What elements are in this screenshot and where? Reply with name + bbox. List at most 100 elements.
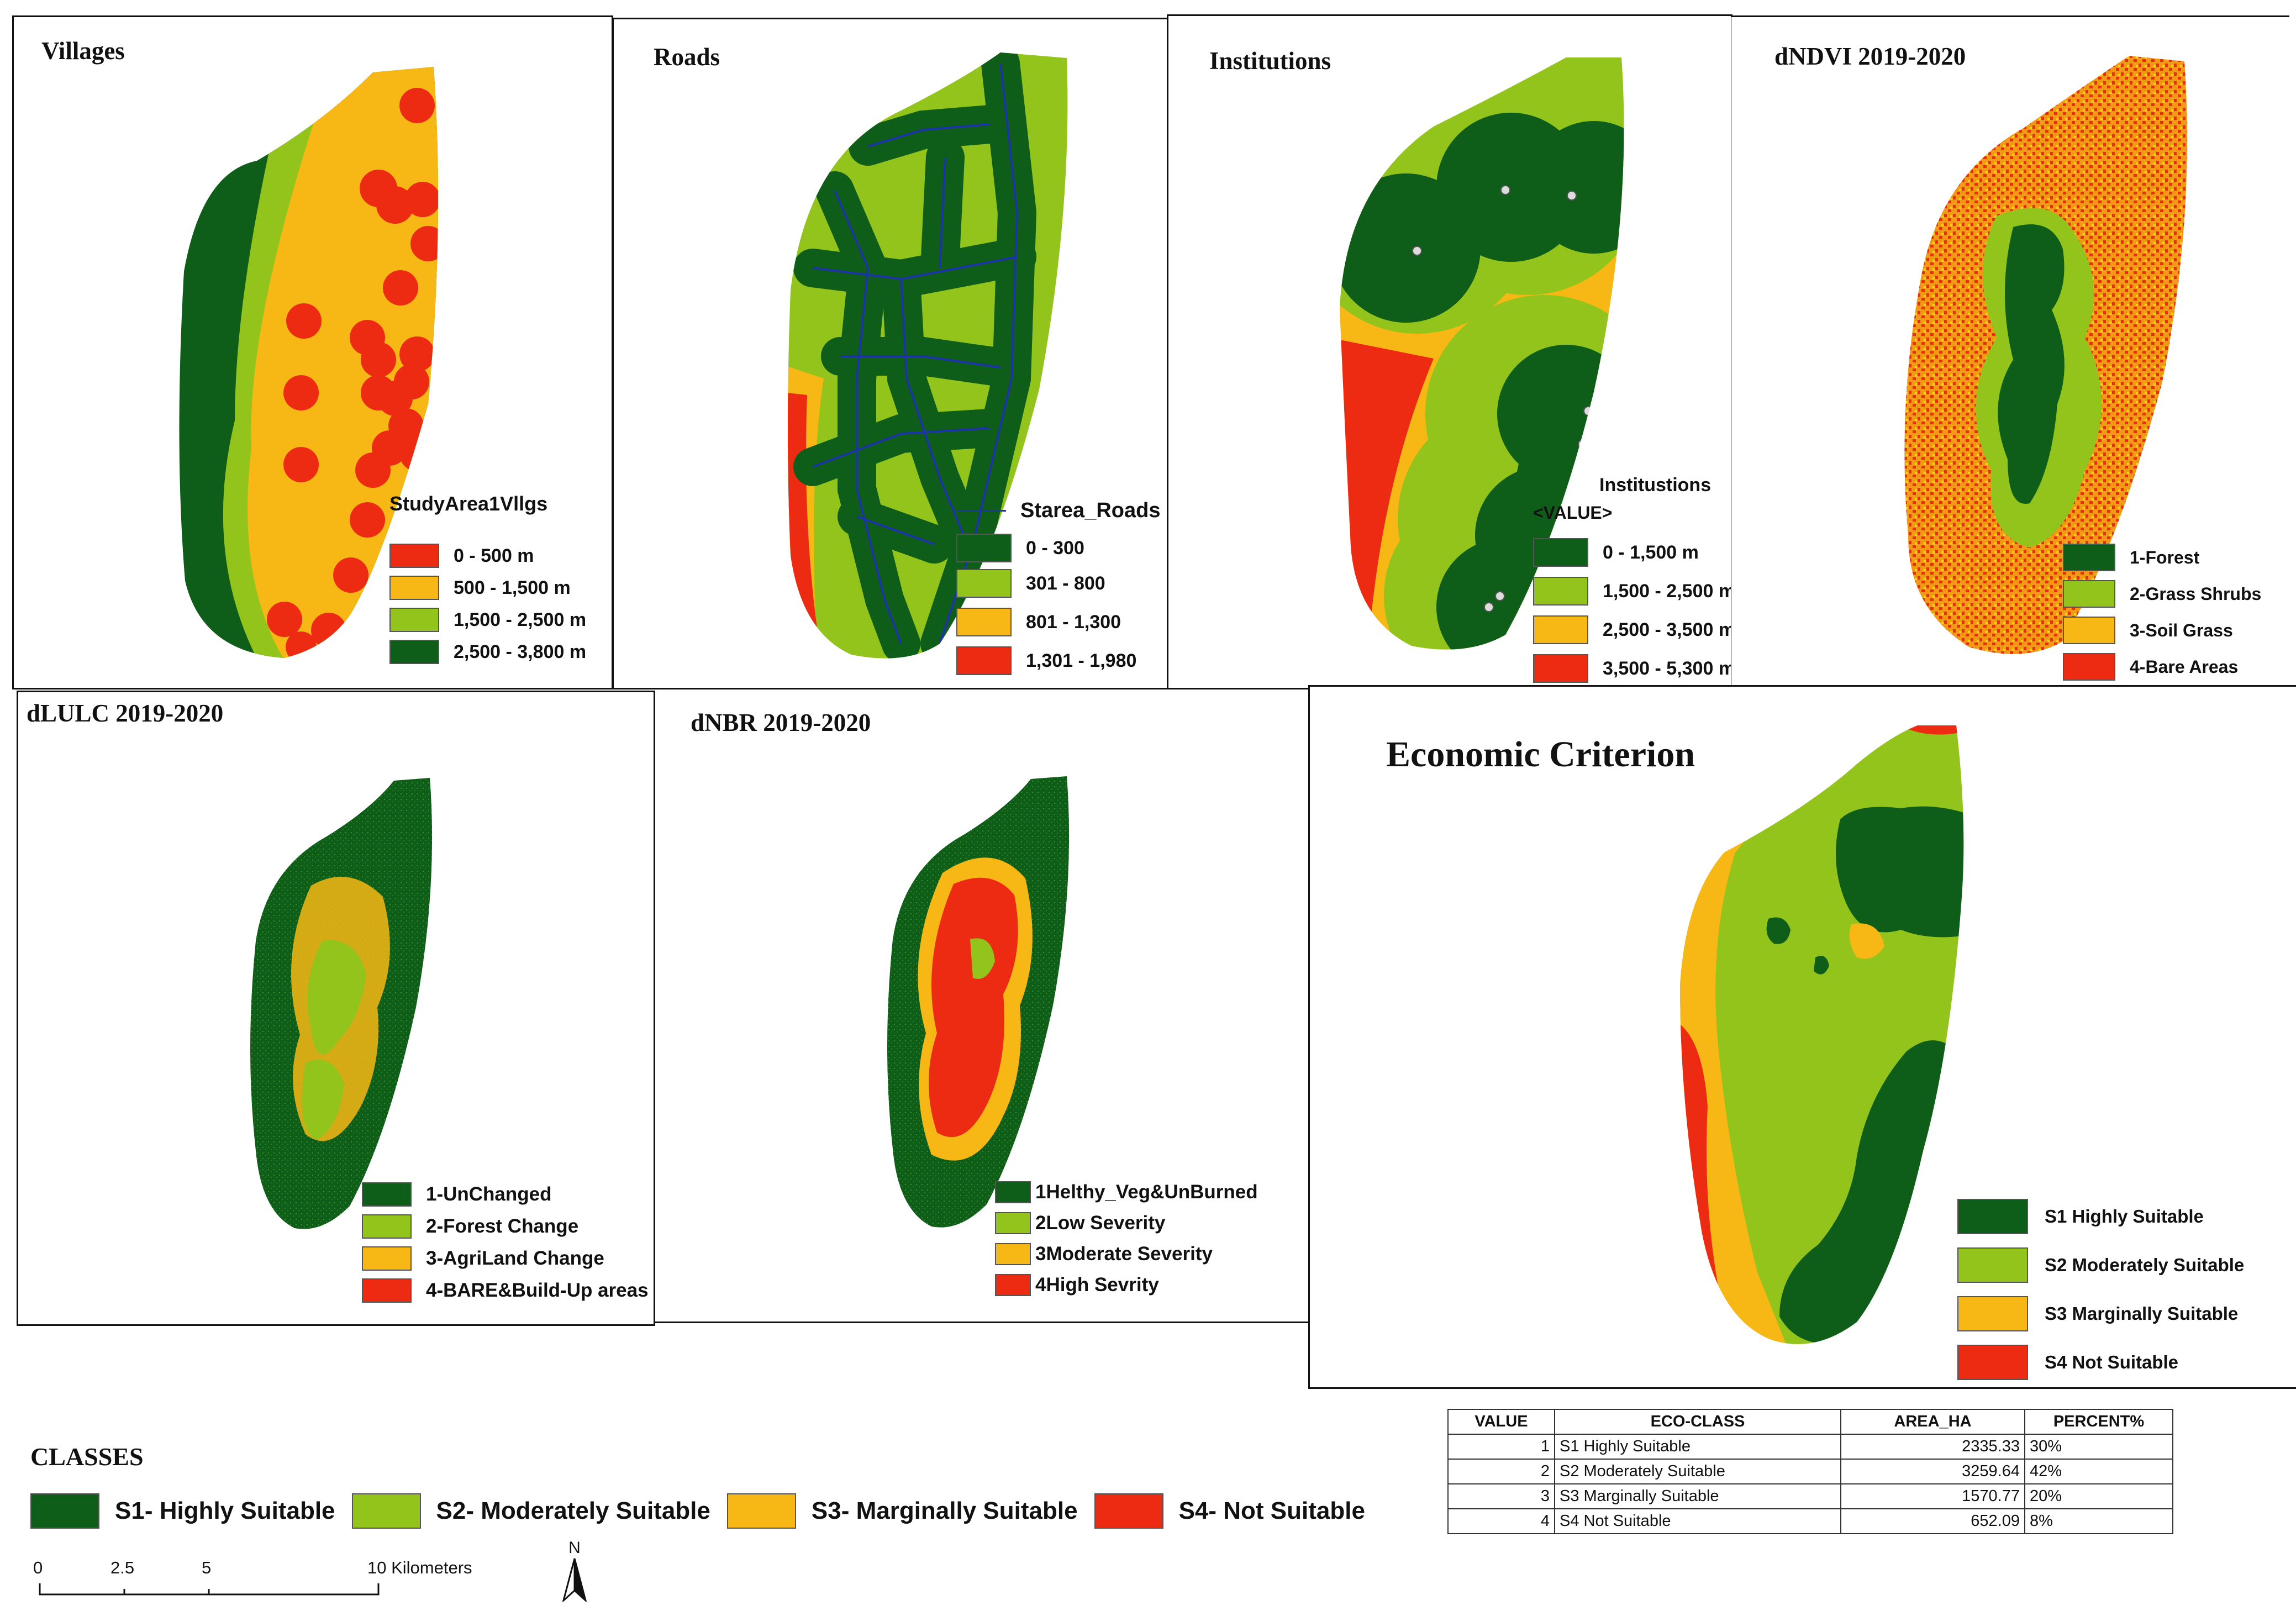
- institutions-title: Institutions: [1209, 47, 1331, 75]
- dndvi-title: dNDVI 2019-2020: [1774, 43, 1966, 70]
- legend-swatch-lightgreen: [2063, 580, 2115, 608]
- legend-label: 1,500 - 2,500 m: [454, 609, 587, 630]
- north-arrow-icon: [562, 1558, 587, 1603]
- legend-swatch-red: [2063, 653, 2115, 681]
- legend-item: S2 Moderately Suitable: [1957, 1241, 2244, 1289]
- legend-label: S3 Marginally Suitable: [2045, 1303, 2239, 1324]
- legend-swatch-yellow: [956, 608, 1012, 636]
- table-cell: 2335.33: [1840, 1434, 2025, 1460]
- legend-label: 2-Forest Change: [426, 1215, 579, 1237]
- economic-panel: Economic Criterion S1 Highly Suitable S2…: [1308, 685, 2296, 1389]
- table-cell: S3 Marginally Suitable: [1554, 1483, 1841, 1509]
- roads-legend-title: Starea_Roads: [1020, 498, 1161, 522]
- legend-swatch-darkgreen: [1533, 538, 1588, 567]
- legend-swatch-red: [956, 646, 1012, 675]
- roads-panel: Roads: [612, 18, 1170, 689]
- table-cell: 30%: [2024, 1434, 2173, 1460]
- north-arrow: N: [558, 1539, 591, 1605]
- table-cell: S1 Highly Suitable: [1554, 1434, 1841, 1460]
- legend-label: 1-Forest: [2130, 547, 2200, 567]
- scale-bar-line: [39, 1583, 380, 1596]
- north-label: N: [568, 1539, 581, 1557]
- legend-swatch-lightgreen: [1957, 1247, 2028, 1283]
- table-row: 2 S2 Moderately Suitable 3259.64 42%: [1447, 1459, 2173, 1484]
- legend-swatch-red: [1957, 1345, 2028, 1380]
- legend-item: 1-UnChanged: [362, 1178, 649, 1210]
- table-cell: S2 Moderately Suitable: [1554, 1459, 1841, 1484]
- institutions-panel: Institutions Institustions <VALUE> 0 - 1…: [1167, 14, 1735, 689]
- legend-swatch-red: [995, 1274, 1031, 1296]
- legend-swatch-lightgreen: [956, 569, 1012, 598]
- legend-item: 0 - 500 m: [389, 540, 586, 572]
- dndvi-panel: dNDVI 2019-2020 1-Forest 2-Grass Shrubs …: [1731, 15, 2289, 689]
- legend-label: 0 - 500 m: [454, 545, 534, 566]
- class-item: S2- Moderately Suitable: [351, 1493, 710, 1529]
- legend-label: S2 Moderately Suitable: [2045, 1255, 2245, 1275]
- legend-item: 500 - 1,500 m: [389, 572, 586, 604]
- economic-s3-zone: [1680, 725, 1835, 1344]
- class-item: S4- Not Suitable: [1094, 1493, 1365, 1529]
- table-header: VALUE: [1447, 1409, 1555, 1435]
- classes-row: S1- Highly Suitable S2- Moderately Suita…: [30, 1493, 1382, 1529]
- legend-label: S4 Not Suitable: [2045, 1352, 2179, 1372]
- class-swatch-darkgreen: [30, 1493, 99, 1529]
- classes-legend: CLASSES S1- Highly Suitable S2- Moderate…: [30, 1442, 1382, 1529]
- class-swatch-yellow: [726, 1493, 796, 1529]
- legend-swatch-red: [1533, 654, 1588, 683]
- economic-s4-north-tip: [1890, 725, 1964, 735]
- legend-label: 2,500 - 3,800 m: [454, 641, 587, 662]
- legend-label: 301 - 800: [1026, 572, 1105, 594]
- legend-swatch-darkgreen: [389, 640, 439, 664]
- table-cell: 652.09: [1840, 1508, 2025, 1534]
- table-cell: 2: [1447, 1459, 1555, 1484]
- dnbr-title: dNBR 2019-2020: [691, 709, 871, 736]
- road-line-symbol: [956, 509, 1006, 512]
- legend-swatch-yellow: [362, 1246, 412, 1271]
- dlulc-panel: dLULC 2019-2020 1-UnChanged 2-Forest Cha…: [17, 691, 655, 1326]
- legend-label: 0 - 300: [1026, 537, 1084, 559]
- table-cell: 8%: [2024, 1508, 2173, 1534]
- legend-label: S1 Highly Suitable: [2045, 1206, 2204, 1226]
- table-cell: 20%: [2024, 1483, 2173, 1509]
- class-item: S3- Marginally Suitable: [726, 1493, 1078, 1529]
- villages-legend-title: StudyArea1Vllgs: [389, 492, 548, 515]
- table-row: 4 S4 Not Suitable 652.09 8%: [1447, 1508, 2173, 1534]
- legend-swatch-yellow: [995, 1243, 1031, 1265]
- dndvi-forest-zone: [1998, 224, 2065, 504]
- table-header: PERCENT%: [2024, 1409, 2173, 1435]
- table-cell: 1570.77: [1840, 1483, 2025, 1509]
- institutions-legend-title: Institustions: [1599, 475, 1712, 496]
- legend-item: 2Low Severity: [995, 1208, 1258, 1239]
- scale-tick-label: 5: [202, 1558, 212, 1577]
- dnbr-legend: 1Helthy_Veg&UnBurned 2Low Severity 3Mode…: [995, 1177, 1258, 1301]
- legend-label: 1-UnChanged: [426, 1183, 552, 1205]
- class-label: S1- Highly Suitable: [115, 1497, 335, 1524]
- legend-swatch-lightgreen: [995, 1212, 1031, 1234]
- legend-item: 1,500 - 2,500 m: [389, 604, 586, 636]
- legend-swatch-darkgreen: [995, 1181, 1031, 1203]
- legend-item: 3-AgriLand Change: [362, 1243, 649, 1275]
- legend-label: 2Low Severity: [1035, 1212, 1166, 1234]
- legend-item: S4 Not Suitable: [1957, 1338, 2244, 1387]
- class-label: S4- Not Suitable: [1178, 1497, 1365, 1524]
- roads-legend-road-entry: Starea_Roads: [956, 494, 1160, 527]
- class-swatch-red: [1094, 1493, 1163, 1529]
- legend-label: 2-Grass Shrubs: [2130, 583, 2262, 604]
- legend-item: 4High Sevrity: [995, 1270, 1258, 1301]
- institutions-legend-subtitle: <VALUE>: [1533, 503, 1613, 523]
- class-item: S1- Highly Suitable: [30, 1493, 335, 1529]
- legend-item: 3,500 - 5,300 m: [1533, 649, 1735, 688]
- legend-label: 3-Soil Grass: [2130, 620, 2233, 640]
- legend-item: 3-Soil Grass: [2063, 612, 2261, 649]
- table-cell: 3259.64: [1840, 1459, 2025, 1484]
- legend-item: S1 Highly Suitable: [1957, 1192, 2244, 1241]
- classes-title: CLASSES: [30, 1442, 144, 1471]
- legend-item: 1-Forest: [2063, 539, 2261, 576]
- legend-item: 0 - 300: [956, 532, 1160, 564]
- legend-label: 1Helthy_Veg&UnBurned: [1035, 1181, 1258, 1203]
- economic-s3-patch: [1849, 923, 1884, 959]
- dlulc-forest-change-zone: [307, 940, 366, 1055]
- roads-title: Roads: [654, 43, 720, 71]
- table-header: AREA_HA: [1840, 1409, 2025, 1435]
- table-header: ECO-CLASS: [1554, 1409, 1841, 1435]
